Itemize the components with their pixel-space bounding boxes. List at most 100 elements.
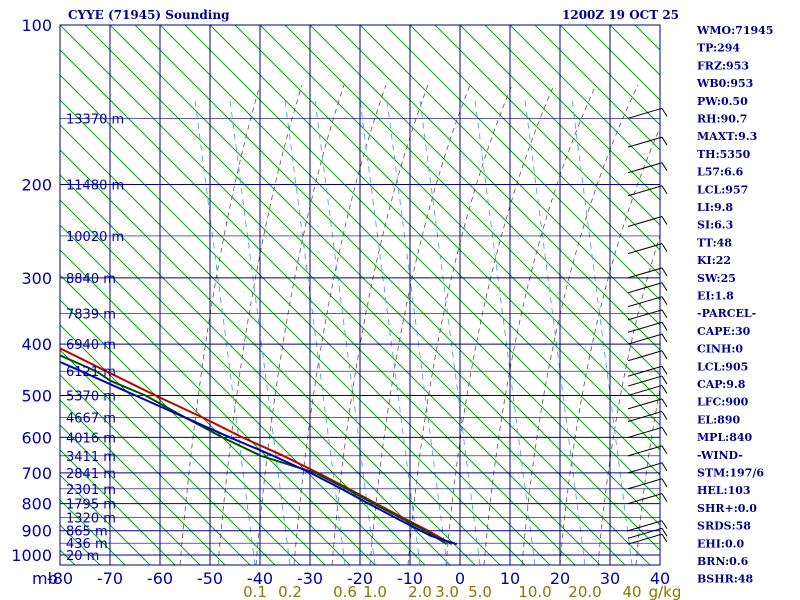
index-line: LCL:905: [697, 360, 748, 373]
wind-barb-feather: [661, 216, 668, 225]
dry-adiabat-line: [565, 0, 800, 565]
mixing-ratio-line: [386, 99, 448, 565]
index-line: LFC:900: [697, 396, 749, 409]
wind-barb-feather: [661, 365, 668, 375]
wind-barb: [627, 478, 663, 490]
index-line: BRN:0.6: [697, 555, 749, 568]
dry-adiabat-line: [184, 25, 660, 501]
dry-adiabat-line: [60, 124, 501, 565]
height-label: 2301 m: [66, 483, 116, 498]
dry-adiabat-line: [359, 25, 660, 326]
temperature-tick-label: -70: [97, 569, 123, 588]
mixing-ratio-line: [359, 99, 421, 565]
temperature-tick-label: 40: [650, 569, 670, 588]
dry-adiabat-line: [60, 99, 526, 565]
temperature-tick-label: -60: [147, 569, 173, 588]
mixing-ratio-label: 1.0: [363, 583, 387, 600]
wind-barb: [627, 296, 663, 308]
dry-adiabat-line: [60, 424, 201, 565]
dry-adiabat-line: [659, 25, 660, 26]
index-line: SRDS:58: [697, 520, 751, 533]
height-label: 20 m: [66, 549, 99, 564]
wind-barb-feather: [661, 385, 668, 394]
height-label: 3411 m: [66, 450, 116, 465]
wind-barb-feather: [661, 162, 668, 172]
pressure-tick-label: 1000: [11, 546, 52, 565]
dry-adiabat-line: [284, 25, 660, 401]
dry-adiabat-line: [234, 25, 660, 451]
dry-adiabat-line: [159, 25, 660, 526]
mixing-ratio-line: [284, 99, 346, 565]
mixing-ratio-line: [419, 99, 481, 565]
height-label: 865 m: [66, 525, 108, 540]
index-line: SW:25: [697, 272, 736, 285]
dry-adiabat-line: [60, 374, 251, 565]
wind-barb: [627, 282, 663, 294]
wind-barb-feather: [661, 322, 668, 331]
index-line: TT:48: [697, 236, 732, 249]
temperature-tick-label: -40: [247, 569, 273, 588]
dry-adiabat-line: [60, 324, 301, 565]
wind-barb: [627, 216, 663, 227]
index-line: CAP:9.8: [697, 378, 746, 391]
wind-barb-feather: [661, 411, 668, 420]
height-label: 6121 m: [66, 365, 116, 380]
wind-barb: [627, 533, 663, 545]
wind-barb-feather: [661, 520, 668, 530]
grid: [59, 24, 661, 566]
moist-adiabat-line: [369, 84, 471, 565]
mixing-ratio-label: 0.6: [333, 583, 357, 600]
wind-barb-feather: [661, 478, 668, 488]
mixing-ratio-label: 0.2: [278, 583, 302, 600]
wind-barb: [627, 321, 663, 333]
moist-adiabat-line: [483, 84, 597, 565]
height-label: 4667 m: [66, 411, 116, 426]
wind-barb: [627, 384, 663, 396]
dry-adiabat-line: [109, 25, 651, 565]
wind-barb: [627, 333, 663, 345]
dry-adiabat-line: [134, 25, 660, 551]
wind-barb-feather: [661, 427, 668, 436]
wind-barb: [627, 185, 663, 197]
wind-barb-feather: [661, 445, 668, 455]
index-line: TP:294: [697, 42, 740, 55]
mixing-ratio-label: 10.0: [518, 583, 551, 600]
dry-adiabat-line: [60, 399, 226, 565]
temperature-tick-label: -10: [397, 569, 423, 588]
index-line: FRZ:953: [697, 59, 749, 72]
dry-adiabat-line: [60, 299, 326, 565]
dry-adiabat-line: [309, 25, 660, 376]
series-parcel-line: [60, 360, 458, 546]
index-line: KI:22: [697, 254, 731, 267]
height-label: 1320 m: [66, 512, 116, 527]
wind-barb: [627, 107, 663, 119]
temperature-tick-label: 10: [500, 569, 520, 588]
mixing-ratio-label: 40: [622, 583, 641, 600]
mixing-ratio-label: 3.0: [435, 583, 459, 600]
wind-barb: [627, 365, 663, 377]
dry-adiabat-line: [60, 349, 276, 565]
pressure-tick-label: 900: [21, 522, 52, 541]
chart-time: 1200Z 19 OCT 25: [562, 8, 679, 22]
wind-barb: [627, 493, 663, 505]
dry-adiabat-line: [790, 0, 800, 565]
dry-adiabat-line: [60, 174, 451, 565]
mixing-ratio-line: [314, 99, 376, 565]
mixing-ratio-label: 20.0: [568, 583, 601, 600]
pressure-tick-label: 600: [21, 428, 52, 447]
index-line: -WIND-: [697, 449, 743, 462]
temperature-tick-label: -20: [347, 569, 373, 588]
wind-barb-feather: [661, 296, 668, 305]
index-line: WMO:71945: [696, 24, 773, 37]
index-line: SI:6.3: [697, 219, 733, 232]
moist-adiabat-line: [445, 84, 555, 565]
wind-barb-feather: [661, 282, 668, 291]
moist-adiabat-line: [255, 84, 345, 565]
pressure-tick-label: 100: [21, 16, 52, 35]
moist-adiabat-line: [407, 84, 513, 565]
wind-barb-feather: [661, 528, 668, 537]
mixing-ratio-line: [524, 99, 586, 565]
dry-adiabat-line: [60, 74, 551, 565]
dry-adiabat-line: [60, 149, 476, 565]
